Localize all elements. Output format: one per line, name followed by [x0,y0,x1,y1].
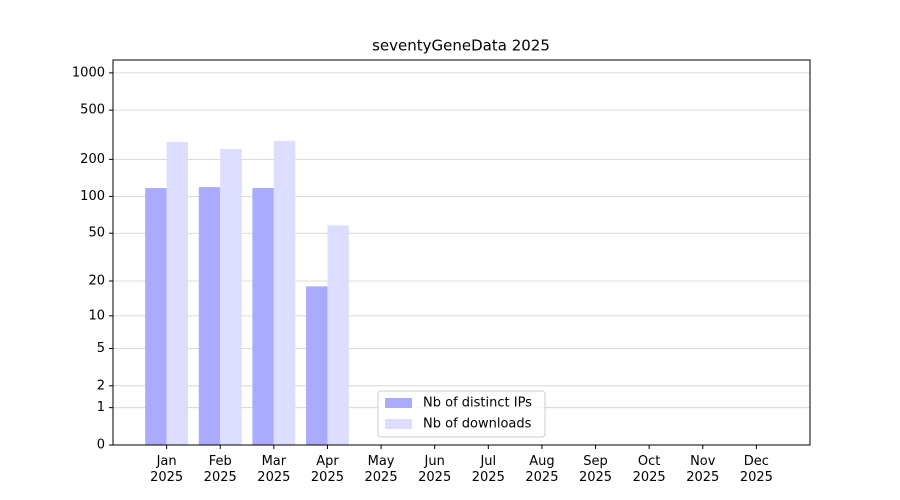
bar [145,188,167,445]
x-tick-label: Apr 2025 [310,454,344,485]
y-tick-label: 100 [80,189,105,204]
bar [220,148,242,445]
y-tick-label: 2 [97,378,105,393]
y-tick-label: 0 [97,438,105,453]
bar [273,140,296,446]
legend-box [377,390,546,438]
y-tick-label: 1 [97,400,105,415]
x-tick-label: Aug 2025 [525,454,559,485]
legend: Nb of distinct IPs Nb of downloads [377,390,546,438]
legend-label: Nb of downloads [423,417,532,432]
x-tick-label: Dec 2025 [739,454,773,485]
legend-label: Nb of distinct IPs [423,396,532,411]
legend-swatch [385,398,412,408]
bar [252,188,274,445]
x-tick-label: May 2025 [364,454,398,485]
x-tick-label: Oct 2025 [632,454,666,485]
y-tick-label: 20 [88,274,105,289]
plot-frame [112,59,811,446]
legend-swatch [385,419,412,429]
bar [327,225,349,445]
bar [306,286,328,445]
chart-title: seventyGeneData 2025 [372,37,550,55]
x-tick-label: Nov 2025 [686,454,720,485]
bar [166,141,189,445]
x-tick-label: Sep 2025 [578,454,613,485]
x-tick-label: Jul 2025 [471,454,505,485]
x-tick-label: Mar 2025 [257,454,291,485]
y-tick-label: 50 [88,226,105,241]
y-tick-label: 10 [88,308,105,323]
x-tick-label: Jan 2025 [150,454,184,485]
y-tick-label: 200 [80,152,105,167]
y-tick-label: 500 [80,103,105,118]
y-tick-label: 1000 [72,65,105,80]
y-tick-label: 5 [97,341,105,356]
x-tick-label: Feb 2025 [203,454,237,485]
bar [198,187,221,445]
x-tick-label: Jun 2025 [418,454,452,485]
